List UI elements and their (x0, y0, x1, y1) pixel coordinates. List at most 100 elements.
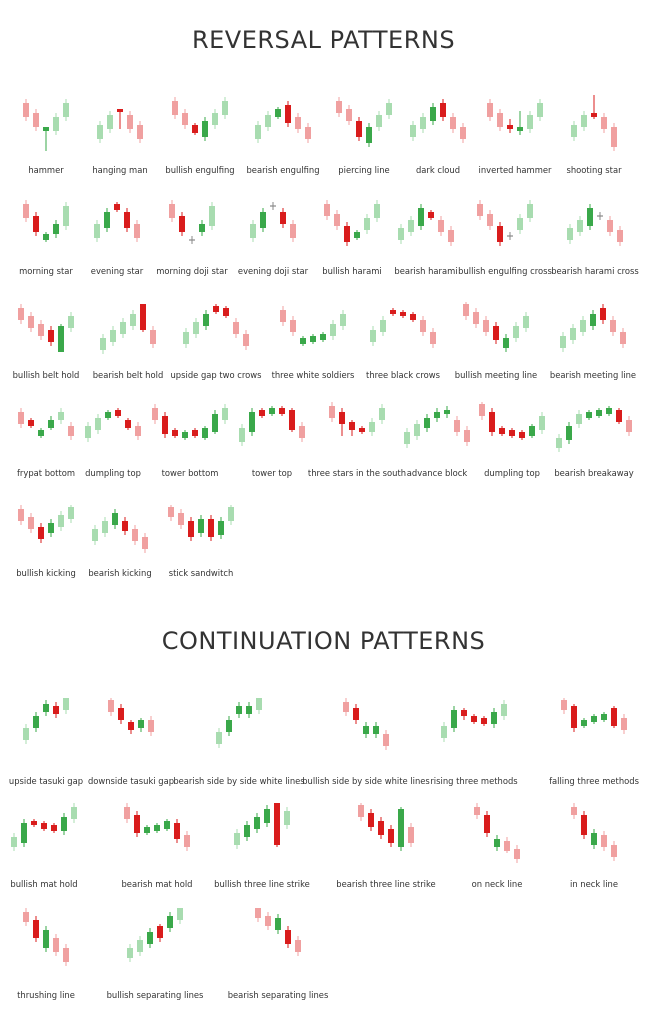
bullish-candle (380, 320, 386, 332)
bullish-candle (275, 109, 281, 117)
bearish-candle (607, 220, 613, 232)
bullish-candle (250, 224, 256, 238)
bearish-candle (463, 304, 469, 316)
bullish-candle (571, 125, 577, 137)
bullish-candle (199, 224, 205, 232)
bearish-candle (353, 708, 359, 720)
bullish-candle (379, 408, 385, 420)
bullish-candle (23, 728, 29, 740)
bullish-candle (212, 113, 218, 125)
bearish-candle (420, 320, 426, 332)
pattern-label: bullish belt hold (12, 370, 80, 380)
bullish-candle (501, 704, 507, 716)
bearish-candle (132, 529, 138, 541)
pattern-label: shooting star (566, 165, 622, 175)
bearish-candle (334, 214, 340, 226)
bullish-candle (226, 720, 232, 732)
pattern-label: stick sandwitch (168, 568, 234, 578)
bullish-candle (451, 710, 457, 728)
bullish-candle (527, 115, 533, 129)
pattern-label: upside gap two crows (170, 370, 262, 380)
bullish-candle (68, 316, 74, 328)
bullish-candle (256, 698, 262, 710)
bullish-candle (517, 218, 523, 230)
bearish-candle (368, 813, 374, 827)
bullish-candle (414, 424, 420, 436)
bearish-candle (461, 710, 467, 716)
bearish-candle (182, 113, 188, 125)
bullish-candle (590, 314, 596, 326)
pattern-label: dark cloud (415, 165, 461, 175)
bullish-candle (198, 519, 204, 533)
bullish-candle (100, 338, 106, 350)
pattern-glyph (255, 908, 301, 956)
bearish-candle (440, 103, 446, 117)
bearish-candle (484, 815, 490, 833)
bearish-candle (611, 708, 617, 726)
bullish-candle (63, 698, 69, 710)
bearish-candle (428, 212, 434, 218)
pattern-glyph (168, 505, 234, 541)
bearish-candle (448, 230, 454, 242)
bearish-candle (233, 322, 239, 334)
bullish-candle (236, 706, 242, 714)
bullish-candle (255, 125, 261, 139)
bearish-candle (192, 430, 198, 436)
bullish-candle (560, 336, 566, 348)
bullish-candle (216, 732, 222, 744)
bearish-candle (280, 310, 286, 322)
bearish-candle (117, 109, 123, 112)
bearish-candle (487, 103, 493, 117)
pattern-label: upside tasuki gap (8, 776, 84, 786)
pattern-label: bullish engulfing (165, 165, 235, 175)
bearish-candle (450, 117, 456, 129)
bullish-candle (202, 121, 208, 137)
bearish-candle (611, 845, 617, 857)
bullish-candle (576, 414, 582, 424)
bearish-candle (28, 517, 34, 529)
pattern-glyph (18, 408, 74, 440)
bearish-candle (137, 125, 143, 139)
bullish-candle (95, 418, 101, 430)
bearish-candle (438, 220, 444, 232)
bullish-candle (320, 334, 326, 340)
pattern-glyph (18, 304, 74, 352)
bearish-candle (514, 849, 520, 859)
bearish-candle (124, 212, 130, 228)
bearish-candle (388, 829, 394, 843)
pattern-glyph (479, 402, 545, 440)
bullish-candle (606, 408, 612, 414)
bullish-candle (58, 515, 64, 527)
bullish-candle (570, 328, 576, 340)
bearish-candle (23, 103, 29, 117)
bullish-candle (92, 529, 98, 541)
bullish-candle (154, 825, 160, 831)
bearish-candle (581, 815, 587, 835)
bearish-candle (150, 330, 156, 344)
bearish-candle (474, 807, 480, 815)
pattern-glyph (23, 200, 69, 242)
bullish-candle (527, 204, 533, 218)
bullish-candle (587, 208, 593, 226)
bearish-candle (279, 408, 285, 414)
pattern-label: bullish mat hold (10, 879, 78, 889)
bearish-candle (33, 113, 39, 127)
bullish-candle (167, 916, 173, 928)
bearish-candle (53, 938, 59, 952)
pattern-glyph (85, 408, 141, 442)
bearish-candle (600, 308, 606, 320)
bearish-candle (591, 113, 597, 117)
bearish-candle (329, 406, 335, 418)
bearish-candle (285, 930, 291, 944)
pattern-glyph (108, 698, 154, 736)
bullish-candle (202, 428, 208, 438)
pattern-glyph (23, 698, 69, 744)
bullish-candle (364, 218, 370, 230)
bearish-candle (626, 420, 632, 432)
bullish-candle (591, 716, 597, 722)
bullish-candle (418, 208, 424, 226)
bearish-candle (48, 330, 54, 342)
pattern-glyph (567, 204, 623, 246)
bullish-candle (386, 103, 392, 115)
pattern-label: bullish engulfing cross (458, 266, 552, 276)
